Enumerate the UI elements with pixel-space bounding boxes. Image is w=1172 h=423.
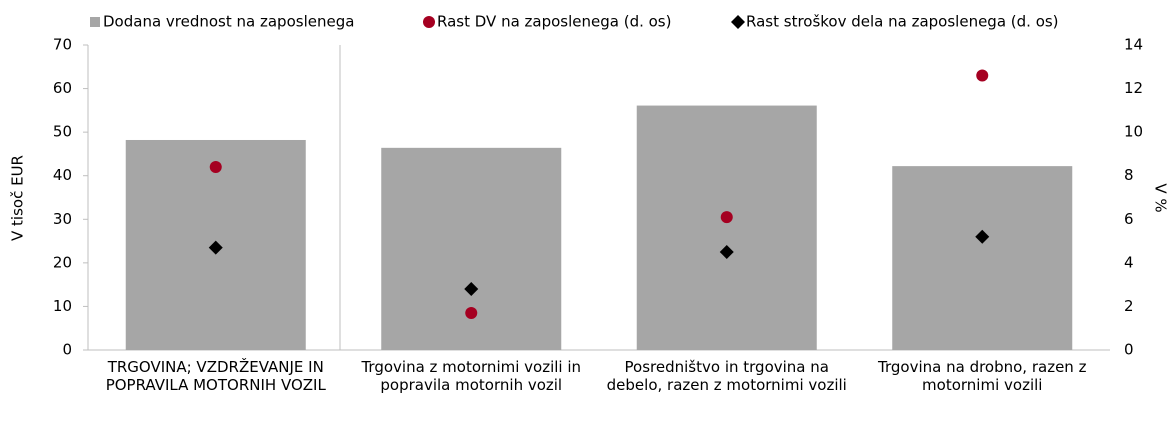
y2-tick-label: 10: [1124, 123, 1143, 141]
x-tick-label: TRGOVINA; VZDRŽEVANJE IN POPRAVILA MOTOR…: [105, 358, 326, 394]
y2-tick-label: 0: [1124, 341, 1134, 359]
legend-label: Rast DV na zaposlenega (d. os): [437, 13, 671, 31]
y-tick-label: 30: [53, 210, 72, 228]
y-axis-title: V tisoč EUR: [9, 155, 27, 241]
bar: [892, 166, 1073, 350]
y-tick-label: 50: [53, 123, 72, 141]
diamond-marker: [719, 244, 734, 259]
y2-tick-label: 4: [1124, 253, 1134, 271]
dot-marker: [209, 161, 222, 173]
y2-tick-label: 2: [1124, 297, 1134, 315]
y-tick-label: 20: [53, 253, 72, 271]
y2-tick-label: 6: [1124, 210, 1134, 228]
dot-marker: [423, 16, 435, 28]
y-tick-label: 40: [53, 166, 72, 184]
diamond-marker: [464, 282, 479, 296]
bar: [381, 147, 562, 350]
x-tick-label: Posredništvo in trgovina na debelo, raze…: [606, 358, 847, 394]
diamond-marker: [731, 15, 745, 29]
y2-axis-title: V %: [1152, 183, 1170, 212]
diamond-marker: [208, 240, 223, 255]
dot-marker: [720, 211, 733, 224]
dot-marker: [465, 306, 478, 319]
legend-label: Dodana vrednost na zaposlenega: [103, 13, 354, 31]
x-tick-label: Trgovina na drobno, razen z motornimi vo…: [878, 358, 1087, 394]
legend-swatch: [90, 17, 100, 27]
y2-tick-label: 8: [1124, 166, 1134, 184]
y-tick-label: 0: [62, 341, 72, 359]
legend-label: Rast stroškov dela na zaposlenega (d. os…: [746, 13, 1059, 31]
y2-tick-label: 14: [1124, 36, 1143, 54]
diamond-marker: [975, 229, 990, 244]
y-tick-label: 10: [53, 297, 72, 315]
y-tick-label: 70: [53, 36, 72, 54]
y2-tick-label: 12: [1124, 79, 1143, 97]
y-tick-label: 60: [53, 79, 72, 97]
x-tick-label: Trgovina z motornimi vozili in popravila…: [361, 358, 582, 394]
bar: [636, 105, 817, 350]
dot-marker: [976, 69, 989, 82]
